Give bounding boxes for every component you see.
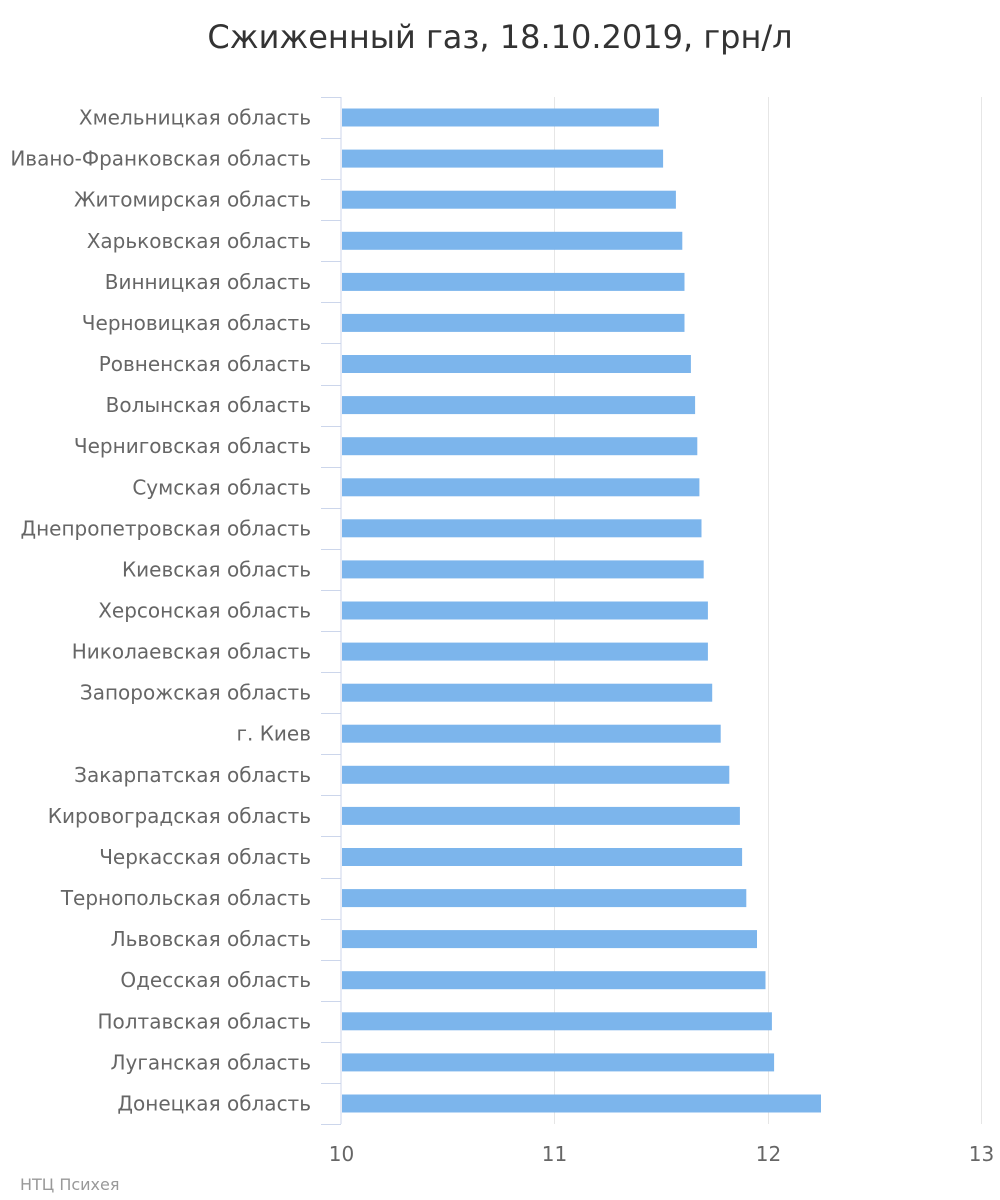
category-label: Черновицкая область [82, 311, 311, 335]
bars [342, 108, 821, 1113]
category-label: Запорожская область [80, 681, 311, 705]
x-tick-label: 10 [329, 1142, 354, 1166]
category-label: Полтавская область [97, 1009, 311, 1033]
bar [342, 765, 730, 784]
bar [342, 806, 740, 825]
category-labels: Хмельницкая область Ивано-Франковская обл… [10, 106, 311, 1116]
bar [342, 478, 700, 497]
category-label: Сумская область [132, 475, 311, 499]
bar [342, 889, 747, 908]
bar [342, 971, 766, 990]
value-axis-labels: 10 11 12 13 [329, 1142, 994, 1166]
category-label: Черниговская область [74, 434, 311, 458]
bar [342, 724, 721, 743]
x-tick-label: 13 [969, 1142, 994, 1166]
category-label: г. Киев [236, 722, 311, 746]
category-label: Ровненская область [99, 352, 311, 376]
credit-text: НТЦ Психея [20, 1175, 119, 1194]
bar [342, 149, 664, 168]
bar [342, 313, 685, 332]
bar [342, 642, 708, 661]
x-tick-label: 12 [756, 1142, 781, 1166]
category-label: Винницкая область [105, 270, 311, 294]
category-label: Днепропетровская область [20, 516, 311, 540]
category-label: Житомирская область [74, 188, 311, 212]
chart-title: Сжиженный газ, 18.10.2019, грн/л [207, 18, 792, 56]
category-label: Одесская область [120, 968, 311, 992]
x-tick-label: 11 [542, 1142, 567, 1166]
bar [342, 560, 704, 579]
bar [342, 108, 659, 127]
category-label: Тернопольская область [60, 886, 311, 910]
category-label: Львовская область [111, 927, 311, 951]
bar [342, 1012, 772, 1031]
bar [342, 848, 743, 866]
category-label: Волынская область [106, 393, 311, 417]
bar [342, 1053, 775, 1072]
category-label: Черкасская область [99, 845, 311, 869]
bar [342, 396, 696, 415]
category-label: Закарпатская область [74, 763, 311, 787]
bar [342, 683, 713, 702]
bar [342, 437, 698, 456]
bar [342, 1094, 821, 1113]
category-label: Николаевская область [72, 640, 311, 664]
category-label: Донецкая область [117, 1092, 311, 1116]
category-label: Херсонская область [98, 599, 311, 623]
bar [342, 231, 683, 250]
bar [342, 601, 708, 620]
category-axis-ticks [321, 97, 341, 1125]
category-label: Хмельницкая область [79, 106, 311, 130]
bar [342, 519, 702, 538]
category-label: Кировоградская область [48, 804, 311, 828]
category-label: Луганская область [111, 1050, 311, 1074]
bar [342, 355, 691, 373]
category-label: Ивано-Франковская область [10, 147, 311, 171]
category-label: Харьковская область [87, 229, 311, 253]
bar [342, 930, 757, 949]
bar [342, 190, 676, 209]
bar [342, 272, 685, 291]
category-label: Киевская область [122, 557, 311, 581]
